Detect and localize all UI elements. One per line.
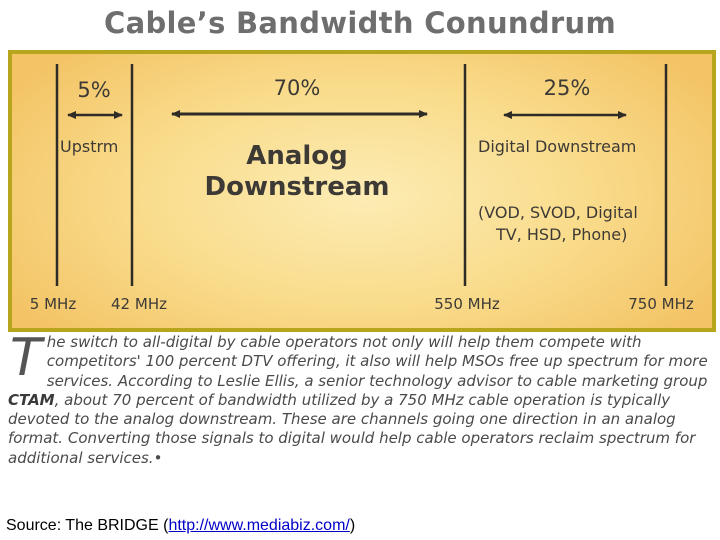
source-label: Source: The BRIDGE ( bbox=[6, 517, 169, 534]
freq-label-42mhz: 42 MHz bbox=[111, 295, 167, 313]
digital-percent: 25% bbox=[544, 76, 591, 100]
dropcap: T bbox=[10, 328, 42, 388]
bandwidth-diagram-panel: 5% 70% 25% Upstrm Analog Downstream Digi… bbox=[8, 50, 716, 332]
analog-label-line1: Analog bbox=[246, 141, 348, 171]
digital-sub-line1: (VOD, SVOD, Digital bbox=[478, 203, 638, 222]
article-text-part2: , about 70 percent of bandwidth utilized… bbox=[8, 390, 696, 467]
freq-label-550mhz: 550 MHz bbox=[434, 295, 500, 313]
page-title: Cable’s Bandwidth Conundrum bbox=[104, 6, 616, 40]
article-bold-ctam: CTAM bbox=[8, 390, 55, 409]
upstream-percent: 5% bbox=[77, 78, 110, 102]
digital-sub-line2: TV, HSD, Phone) bbox=[495, 225, 627, 244]
freq-label-5mhz: 5 MHz bbox=[30, 295, 77, 313]
analog-percent: 70% bbox=[274, 76, 321, 100]
source-link[interactable]: http://www.mediabiz.com/ bbox=[168, 517, 350, 534]
upstream-label: Upstrm bbox=[60, 137, 118, 156]
analog-label-line2: Downstream bbox=[205, 172, 390, 202]
source-close-paren: ) bbox=[349, 517, 356, 534]
article-text-part1: he switch to all-digital by cable operat… bbox=[46, 333, 708, 390]
freq-label-750mhz: 750 MHz bbox=[628, 295, 694, 313]
bandwidth-diagram: 5% 70% 25% Upstrm Analog Downstream Digi… bbox=[30, 64, 694, 313]
source-credit: Source: The BRIDGE (http://www.mediabiz.… bbox=[6, 515, 355, 537]
end-bullet: • bbox=[153, 448, 163, 467]
digital-label: Digital Downstream bbox=[478, 137, 636, 156]
